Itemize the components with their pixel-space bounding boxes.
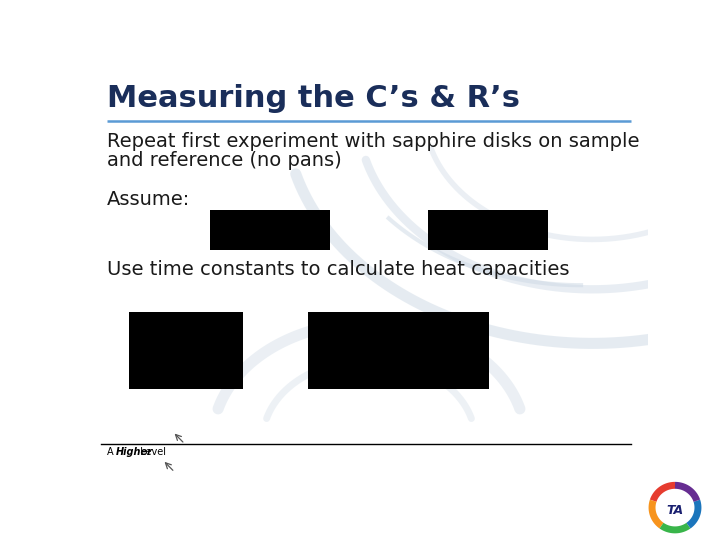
Text: Measuring the C’s & R’s: Measuring the C’s & R’s xyxy=(107,84,520,112)
Text: TA: TA xyxy=(667,504,683,517)
Bar xyxy=(129,312,243,389)
Text: Assume:: Assume: xyxy=(107,190,190,208)
Text: Level: Level xyxy=(138,447,166,456)
Text: Use time constants to calculate heat capacities: Use time constants to calculate heat cap… xyxy=(107,260,570,279)
Text: A: A xyxy=(107,447,117,456)
Bar xyxy=(428,210,547,250)
Bar xyxy=(210,210,330,250)
Text: and reference (no pans): and reference (no pans) xyxy=(107,151,341,170)
Text: Higher: Higher xyxy=(116,447,153,456)
Bar xyxy=(307,312,489,389)
Text: Repeat first experiment with sapphire disks on sample: Repeat first experiment with sapphire di… xyxy=(107,132,639,151)
